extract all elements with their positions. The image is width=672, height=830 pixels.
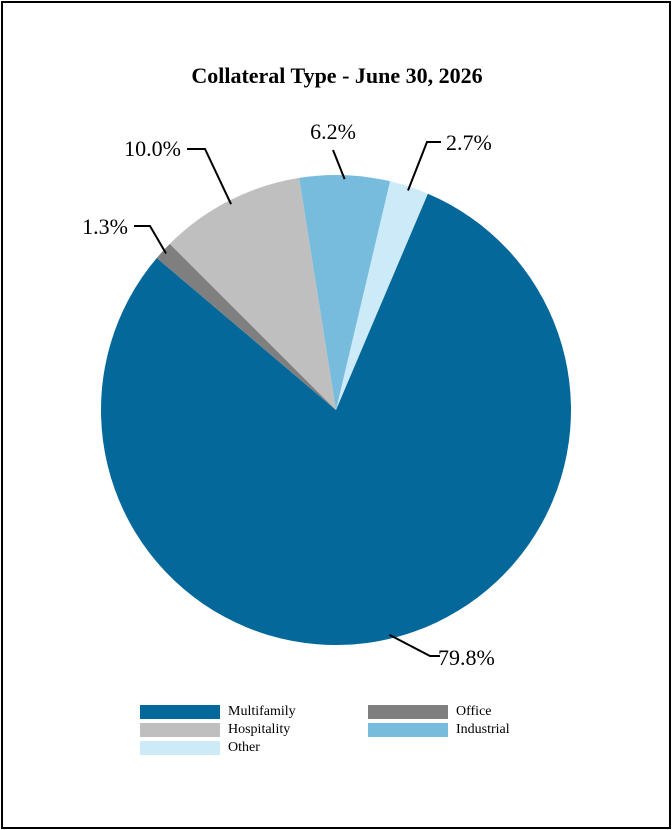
legend-label-hospitality: Hospitality <box>228 722 291 737</box>
pie-slice-other <box>336 181 428 410</box>
chart-title: Collateral Type - June 30, 2026 <box>191 63 483 88</box>
pie-slice-multifamily <box>100 193 571 645</box>
leader-line-multifamily <box>388 633 440 657</box>
legend-swatch-industrial <box>368 723 448 737</box>
legend-swatch-hospitality <box>140 723 220 737</box>
legend-swatch-other <box>140 741 220 755</box>
legend-label-industrial: Industrial <box>456 722 510 737</box>
pie-chart: 2.7% 79.8% 1.3% 10.0% 6.2% <box>82 119 571 670</box>
data-label-industrial: 6.2% <box>310 119 356 144</box>
leader-line-industrial <box>332 149 346 180</box>
data-label-office: 1.3% <box>82 214 128 239</box>
legend: Multifamily Office Hospitality Industrial Ot… <box>140 704 540 758</box>
legend-label-office: Office <box>456 704 492 719</box>
data-label-multifamily: 79.8% <box>438 645 495 670</box>
leader-line-office <box>134 225 167 255</box>
legend-swatch-office <box>368 705 448 719</box>
pie-slice-industrial <box>299 175 391 410</box>
legend-label-multifamily: Multifamily <box>228 704 296 719</box>
data-label-hospitality: 10.0% <box>124 136 181 161</box>
pie-slice-office <box>156 243 336 410</box>
leader-line-other <box>407 141 441 191</box>
data-label-other: 2.7% <box>446 130 492 155</box>
legend-label-other: Other <box>228 740 260 755</box>
legend-swatch-multifamily <box>140 705 220 719</box>
pie-slice-hospitality <box>169 177 336 410</box>
leader-line-hospitality <box>187 148 232 205</box>
